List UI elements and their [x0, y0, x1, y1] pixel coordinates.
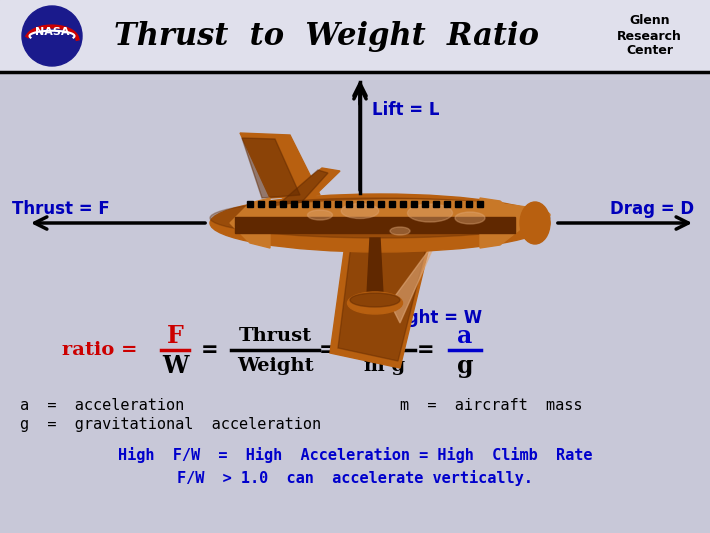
- Polygon shape: [240, 133, 320, 198]
- Polygon shape: [242, 138, 300, 198]
- Text: Weight = W: Weight = W: [372, 309, 482, 327]
- Bar: [444, 201, 450, 207]
- Ellipse shape: [342, 204, 378, 219]
- Bar: [356, 201, 363, 207]
- Ellipse shape: [210, 194, 550, 252]
- Polygon shape: [367, 238, 383, 295]
- Text: Lift = L: Lift = L: [372, 101, 439, 119]
- Text: m a: m a: [365, 327, 405, 345]
- Text: High  F/W  =  High  Acceleration = High  Climb  Rate: High F/W = High Acceleration = High Clim…: [118, 447, 592, 463]
- Ellipse shape: [390, 227, 410, 235]
- Text: Thrust: Thrust: [239, 327, 312, 345]
- Polygon shape: [330, 208, 460, 368]
- Bar: [0, 0, 710, 72]
- Bar: [477, 201, 483, 207]
- Circle shape: [22, 6, 82, 66]
- Bar: [334, 201, 341, 207]
- Polygon shape: [390, 228, 445, 323]
- Polygon shape: [280, 168, 340, 211]
- Ellipse shape: [350, 293, 400, 307]
- Bar: [346, 201, 351, 207]
- Ellipse shape: [250, 200, 550, 230]
- Text: g: g: [457, 354, 474, 378]
- Text: Thrust = F: Thrust = F: [12, 200, 110, 218]
- Text: Thrust  to  Weight  Ratio: Thrust to Weight Ratio: [114, 20, 539, 52]
- Bar: [389, 201, 395, 207]
- Text: m  =  aircraft  mass: m = aircraft mass: [400, 398, 582, 413]
- Bar: [422, 201, 428, 207]
- Text: =: =: [417, 340, 435, 360]
- Text: g  =  gravitational  acceleration: g = gravitational acceleration: [20, 417, 321, 432]
- Bar: [269, 201, 275, 207]
- Bar: [312, 201, 319, 207]
- Bar: [302, 201, 307, 207]
- Ellipse shape: [455, 212, 485, 224]
- Text: Glenn
Research
Center: Glenn Research Center: [617, 14, 682, 58]
- Text: Weight: Weight: [236, 357, 313, 375]
- Ellipse shape: [347, 292, 403, 314]
- Bar: [291, 201, 297, 207]
- Polygon shape: [338, 213, 452, 361]
- Text: F: F: [167, 324, 183, 348]
- Text: NASA: NASA: [35, 27, 70, 37]
- Ellipse shape: [408, 204, 452, 222]
- Ellipse shape: [520, 202, 550, 244]
- Ellipse shape: [307, 210, 332, 220]
- Text: W: W: [162, 354, 188, 378]
- Bar: [400, 201, 406, 207]
- Bar: [455, 201, 461, 207]
- Polygon shape: [280, 170, 328, 210]
- Bar: [280, 201, 286, 207]
- Bar: [411, 201, 417, 207]
- Polygon shape: [480, 198, 528, 248]
- Bar: [378, 201, 384, 207]
- Text: m g: m g: [364, 357, 405, 375]
- Polygon shape: [230, 198, 270, 248]
- Bar: [368, 201, 373, 207]
- Bar: [258, 201, 264, 207]
- Text: =: =: [320, 340, 337, 360]
- Ellipse shape: [210, 198, 550, 238]
- Text: a  =  acceleration: a = acceleration: [20, 398, 185, 413]
- Bar: [235, 217, 515, 233]
- Bar: [466, 201, 472, 207]
- Text: =: =: [201, 340, 219, 360]
- Text: ratio =: ratio =: [62, 341, 138, 359]
- Bar: [247, 201, 253, 207]
- Bar: [324, 201, 329, 207]
- Bar: [433, 201, 439, 207]
- Text: Drag = D: Drag = D: [610, 200, 694, 218]
- Text: F/W  > 1.0  can  accelerate vertically.: F/W > 1.0 can accelerate vertically.: [177, 470, 533, 486]
- Text: a: a: [457, 324, 473, 348]
